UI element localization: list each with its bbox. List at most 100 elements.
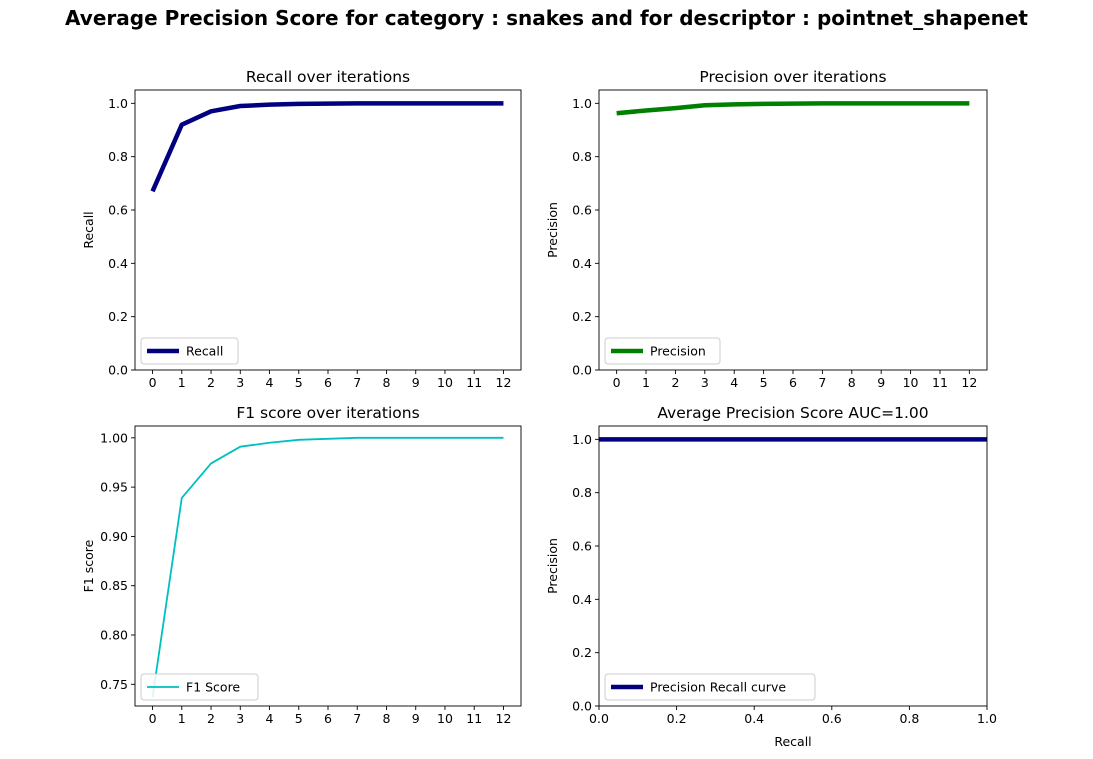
x-tick-label: 8 <box>383 711 391 726</box>
x-tick-label: 5 <box>295 711 303 726</box>
x-tick-label: 1.0 <box>977 711 997 726</box>
subplot-title: Average Precision Score AUC=1.00 <box>657 404 928 422</box>
y-tick-label: 1.00 <box>100 430 128 445</box>
x-tick-label: 0 <box>149 711 157 726</box>
series-line-1 <box>150 101 504 193</box>
legend-box <box>140 337 239 365</box>
x-tick-label: 11 <box>932 375 948 390</box>
x-tick-label: 10 <box>437 375 453 390</box>
figure-title: Average Precision Score for category : s… <box>65 6 1028 30</box>
x-tick-label: 8 <box>848 375 856 390</box>
y-axis-label: Precision <box>545 202 560 258</box>
axes-frame <box>598 89 988 371</box>
y-tick-label: 0.8 <box>108 149 128 164</box>
legend: F1 Score <box>140 673 259 701</box>
x-tick-label: 10 <box>903 375 919 390</box>
x-tick-label: 2 <box>207 711 215 726</box>
axes-frame <box>134 425 522 707</box>
x-tick-label: 0.2 <box>667 711 687 726</box>
x-tick-label: 12 <box>496 375 512 390</box>
x-tick-label: 4 <box>730 375 738 390</box>
axes-frame <box>598 425 988 707</box>
y-tick-label: 0.95 <box>100 480 128 495</box>
x-tick-label: 6 <box>324 711 332 726</box>
y-tick-label: 0.4 <box>108 256 128 271</box>
legend-box <box>604 337 721 365</box>
x-tick-label: 3 <box>701 375 709 390</box>
y-tick-label: 0.4 <box>572 592 592 607</box>
legend-label: F1 Score <box>186 680 240 695</box>
x-tick-label: 5 <box>760 375 768 390</box>
axes-frame <box>134 89 522 371</box>
x-tick-label: 0.6 <box>822 711 842 726</box>
x-tick-label: 12 <box>496 711 512 726</box>
y-tick-label: 0.6 <box>108 203 128 218</box>
y-tick-label: 0.4 <box>572 256 592 271</box>
y-tick-label: 0.75 <box>100 677 128 692</box>
x-tick-label: 1 <box>178 375 186 390</box>
y-tick-label: 1.0 <box>572 96 592 111</box>
x-tick-label: 3 <box>236 711 244 726</box>
x-tick-label: 8 <box>383 375 391 390</box>
x-tick-label: 0.8 <box>899 711 919 726</box>
x-tick-label: 7 <box>353 375 361 390</box>
legend-box <box>140 673 259 701</box>
x-tick-label: 6 <box>789 375 797 390</box>
y-tick-label: 0.0 <box>572 699 592 714</box>
y-tick-label: 0.6 <box>572 539 592 554</box>
x-tick-label: 9 <box>412 711 420 726</box>
x-tick-label: 7 <box>818 375 826 390</box>
y-tick-label: 0.6 <box>572 203 592 218</box>
y-axis-label: Precision <box>545 538 560 594</box>
legend-label: Recall <box>186 344 223 359</box>
y-tick-label: 1.0 <box>108 96 128 111</box>
y-tick-label: 0.0 <box>572 363 592 378</box>
legend: Precision <box>604 337 721 365</box>
x-tick-label: 11 <box>466 375 482 390</box>
x-tick-label: 2 <box>671 375 679 390</box>
series-line-1 <box>616 101 970 116</box>
y-tick-label: 0.85 <box>100 578 128 593</box>
x-tick-label: 11 <box>466 711 482 726</box>
y-tick-label: 0.2 <box>108 309 128 324</box>
x-tick-label: 7 <box>353 711 361 726</box>
x-tick-label: 9 <box>412 375 420 390</box>
x-tick-label: 0 <box>149 375 157 390</box>
y-tick-label: 0.2 <box>572 645 592 660</box>
x-tick-label: 10 <box>437 711 453 726</box>
y-tick-label: 1.0 <box>572 432 592 447</box>
subplot-2: 0 1 2 3 4 5 6 7 8 9 10 11 120.00.20.40.60.81.0Precis… <box>545 68 988 390</box>
subplot-title: Precision over iterations <box>699 68 886 86</box>
x-tick-label: 12 <box>961 375 977 390</box>
x-tick-label: 5 <box>295 375 303 390</box>
series-line-1 <box>151 436 504 698</box>
x-tick-label: 4 <box>266 375 274 390</box>
subplot-3: 0 1 2 3 4 5 6 7 8 9 10 11 120.750.800.850.900.951.00… <box>81 404 522 726</box>
subplot-1: 0 1 2 3 4 5 6 7 8 9 10 11 120.00.20.40.60.81.0Recall… <box>81 68 522 390</box>
subplot-4: 0.0 0.2 0.4 0.6 0.8 1.0 0.0 0.2 0.4 0.6 0.8 1.0 Aver… <box>545 404 997 749</box>
legend: Precision Recall curve <box>604 673 816 701</box>
legend: Recall <box>140 337 239 365</box>
y-tick-label: 0.2 <box>572 309 592 324</box>
x-tick-label: 6 <box>324 375 332 390</box>
x-tick-label: 9 <box>877 375 885 390</box>
legend-label: Precision Recall curve <box>650 680 786 695</box>
x-tick-label: 3 <box>236 375 244 390</box>
x-tick-label: 1 <box>642 375 650 390</box>
x-axis-label: Recall <box>774 734 811 749</box>
y-axis-label: F1 score <box>81 539 96 592</box>
x-tick-label: 0.0 <box>589 711 609 726</box>
y-axis-label: Recall <box>81 211 96 248</box>
subplot-title: F1 score over iterations <box>236 404 419 422</box>
y-tick-label: 0.8 <box>572 149 592 164</box>
x-tick-label: 2 <box>207 375 215 390</box>
x-tick-label: 0.4 <box>744 711 764 726</box>
legend-label: Precision <box>650 344 706 359</box>
x-tick-label: 0 <box>613 375 621 390</box>
x-tick-label: 4 <box>266 711 274 726</box>
y-tick-label: 0.90 <box>100 529 128 544</box>
y-tick-label: 0.8 <box>572 485 592 500</box>
y-tick-label: 0.80 <box>100 628 128 643</box>
subplot-title: Recall over iterations <box>246 68 410 86</box>
